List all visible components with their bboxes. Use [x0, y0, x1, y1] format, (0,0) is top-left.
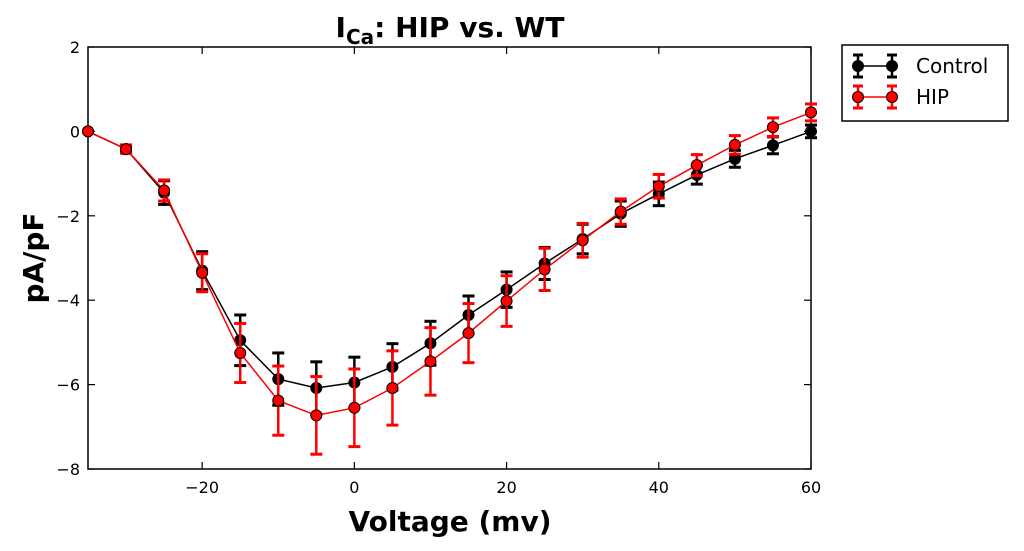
- chart-title-main: I: [336, 11, 346, 44]
- data-point: [614, 205, 627, 218]
- data-point: [805, 125, 817, 138]
- data-point: [728, 138, 741, 151]
- legend: Control HIP: [841, 44, 1009, 122]
- series-hip: [82, 102, 817, 456]
- legend-marker: [886, 91, 898, 103]
- data-point: [766, 121, 779, 134]
- data-point: [462, 327, 475, 340]
- legend-entry-control: Control: [852, 53, 988, 79]
- data-point: [348, 401, 361, 414]
- data-point: [234, 346, 247, 359]
- y-tick-label: −6: [56, 376, 80, 395]
- axis-ticks: −20 0 20 40 60−8−6−4−202: [56, 38, 821, 497]
- x-tick-label: 20: [496, 478, 516, 497]
- data-point: [805, 106, 817, 119]
- data-point: [424, 355, 437, 368]
- legend-label: HIP: [916, 85, 949, 109]
- chart-title-subscript: Ca: [346, 25, 374, 49]
- legend-label: Control: [916, 54, 988, 78]
- legend-box: [841, 44, 1009, 122]
- data-point: [500, 295, 513, 308]
- legend-entries: Control HIP: [852, 53, 988, 110]
- data-point: [690, 159, 703, 172]
- series-line: [87, 130, 812, 389]
- x-tick-label: −20: [185, 478, 219, 497]
- y-tick-label: −8: [56, 460, 80, 479]
- y-tick-label: −4: [56, 291, 80, 310]
- x-axis-title: Voltage (mv): [348, 505, 551, 538]
- series-line: [87, 111, 812, 417]
- data-point: [310, 409, 323, 422]
- legend-marker: [852, 91, 864, 103]
- y-tick-label: 2: [70, 38, 80, 57]
- series-control: [82, 123, 817, 416]
- chart-title-rest: : HIP vs. WT: [374, 11, 564, 44]
- x-tick-label: 0: [349, 478, 359, 497]
- y-axis-title: pA/pF: [17, 212, 50, 303]
- data-point: [196, 266, 209, 279]
- legend-entry-hip: HIP: [852, 84, 949, 110]
- data-point: [538, 263, 551, 276]
- x-tick-label: 40: [649, 478, 669, 497]
- data-point: [576, 234, 589, 247]
- y-tick-label: 0: [70, 122, 80, 141]
- series-layer: [82, 102, 817, 456]
- plot-area: [87, 46, 812, 470]
- data-point: [82, 125, 94, 138]
- data-point: [120, 143, 133, 156]
- data-point: [766, 139, 779, 152]
- legend-marker: [886, 60, 898, 72]
- data-point: [386, 381, 399, 394]
- data-point: [158, 184, 171, 197]
- legend-marker: [852, 60, 864, 72]
- chart-title: ICa: HIP vs. WT: [336, 11, 565, 49]
- x-tick-label: 60: [801, 478, 821, 497]
- data-point: [652, 180, 665, 193]
- y-tick-label: −2: [56, 207, 80, 226]
- data-point: [272, 394, 285, 407]
